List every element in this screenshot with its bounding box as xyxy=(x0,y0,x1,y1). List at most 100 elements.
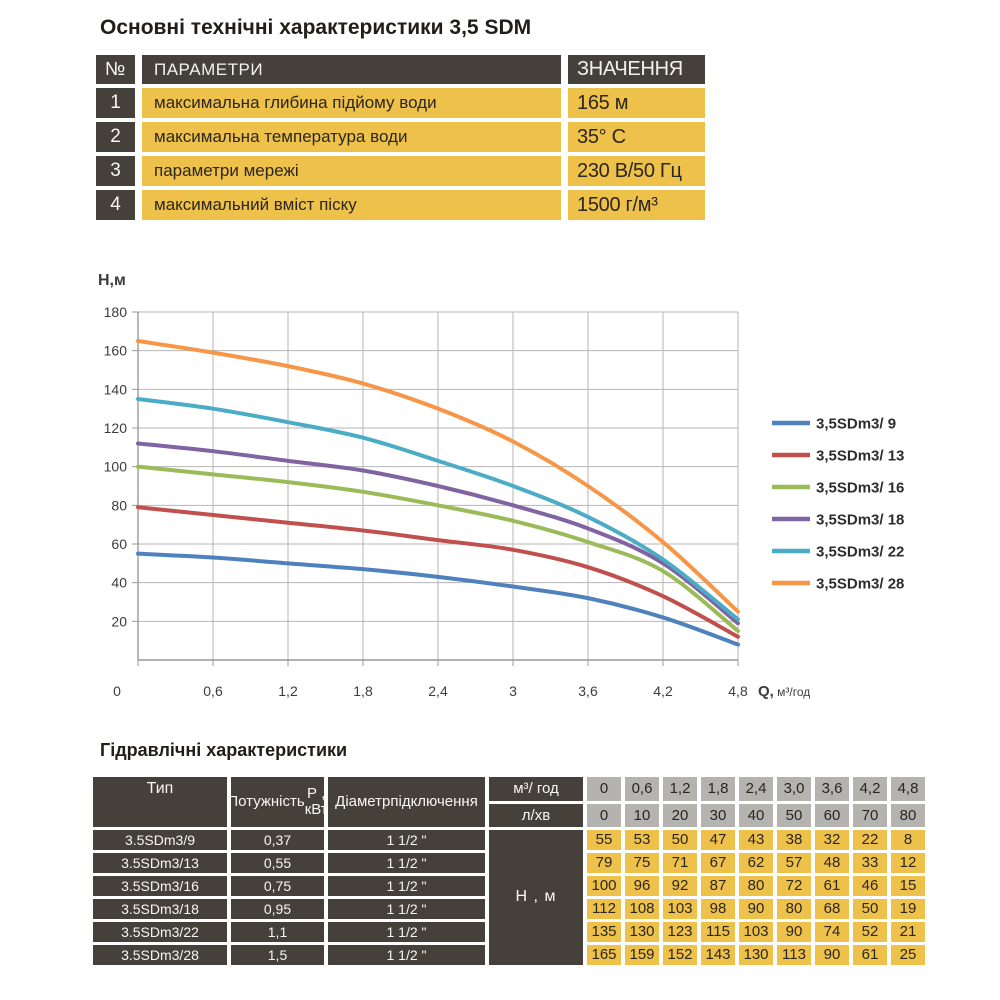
hydro-head-value-cell: 96 xyxy=(625,876,659,896)
legend-label: 3,5SDm3/ 9 xyxy=(816,416,896,433)
hydro-head-value-cell: 43 xyxy=(739,830,773,850)
hydro-head-value-cell: 143 xyxy=(701,945,735,965)
y-tick-label: 140 xyxy=(104,381,128,397)
hydro-diameter-cell: 1 1/2 " xyxy=(328,945,485,965)
hydro-head-value-cell: 50 xyxy=(663,830,697,850)
hydro-head-value-cell: 75 xyxy=(625,853,659,873)
hydro-flow-lmin-cell: 70 xyxy=(853,804,887,827)
hydro-diameter-cell: 1 1/2 " xyxy=(328,830,485,850)
y-tick-label: 100 xyxy=(104,459,128,475)
hydro-power-cell: 0,95 xyxy=(231,899,324,919)
hydro-flow-m3h-cell: 1,2 xyxy=(663,777,697,801)
series-curve xyxy=(136,505,740,639)
y-tick-label: 160 xyxy=(104,343,128,359)
hydro-flow-m3h-cell: 0 xyxy=(587,777,621,801)
hydro-head-value-cell: 74 xyxy=(815,922,849,942)
series-curve xyxy=(136,397,740,622)
x-tick-label: 2,4 xyxy=(428,683,448,699)
hydro-power-cell: 1,1 xyxy=(231,922,324,942)
hydro-head-value-cell: 90 xyxy=(739,899,773,919)
hydro-head-value-cell: 108 xyxy=(625,899,659,919)
y-tick-label: 180 xyxy=(104,304,128,320)
hydro-diameter-cell: 1 1/2 " xyxy=(328,853,485,873)
x-tick-label: 3 xyxy=(509,683,517,699)
hydro-head-value-cell: 61 xyxy=(815,876,849,896)
hydro-head-value-cell: 103 xyxy=(739,922,773,942)
hydro-head-value-cell: 19 xyxy=(891,899,925,919)
hydro-head-value-cell: 103 xyxy=(663,899,697,919)
hydro-head-value-cell: 67 xyxy=(701,853,735,873)
spec-row-param: максимальний вміст піску xyxy=(142,190,561,220)
hydro-head-value-cell: 46 xyxy=(853,876,887,896)
hydro-head-value-cell: 79 xyxy=(587,853,621,873)
hydro-head-value-cell: 71 xyxy=(663,853,697,873)
hydro-head-value-cell: 47 xyxy=(701,830,735,850)
spec-header-value: ЗНАЧЕННЯ xyxy=(568,55,705,84)
x-axis-title: Q, м³/год xyxy=(758,683,810,700)
y-tick-label: 40 xyxy=(111,575,127,591)
hydro-head-value-cell: 33 xyxy=(853,853,887,873)
series-curve xyxy=(136,551,740,647)
x-tick-label: 1,8 xyxy=(353,683,373,699)
hydro-power-cell: 1,5 xyxy=(231,945,324,965)
hydro-head-value-cell: 90 xyxy=(777,922,811,942)
x-tick-label: 1,2 xyxy=(278,683,298,699)
x-tick-label: 0,6 xyxy=(203,683,223,699)
spec-row-num: 4 xyxy=(96,190,135,220)
hydro-head-value-cell: 165 xyxy=(587,945,621,965)
pump-curves-chart: 20 40 60 80 100 120 140 160 180 0 0,6 1,2 1,8 2,4 3 3,6… xyxy=(90,252,970,712)
spec-row-num: 3 xyxy=(96,156,135,186)
hydro-head-value-cell: 112 xyxy=(587,899,621,919)
hydro-head-value-cell: 123 xyxy=(663,922,697,942)
hydro-flow-m3h-cell: 0,6 xyxy=(625,777,659,801)
hydro-head-value-cell: 159 xyxy=(625,945,659,965)
hydro-flow-lmin-cell: 20 xyxy=(663,804,697,827)
spec-header-num: № xyxy=(96,55,135,84)
legend-label: 3,5SDm3/ 13 xyxy=(816,448,904,465)
hydro-head-value-cell: 98 xyxy=(701,899,735,919)
spec-row-num: 1 xyxy=(96,88,135,118)
spec-row-value: 230 В/50 Гц xyxy=(568,156,705,186)
hydro-flow-lmin-cell: 30 xyxy=(701,804,735,827)
y-axis-title: Н,м xyxy=(98,272,126,289)
hydro-header-flow-m3h: м³/ год xyxy=(489,777,583,801)
hydro-head-value-cell: 100 xyxy=(587,876,621,896)
hydro-flow-m3h-cell: 3,0 xyxy=(777,777,811,801)
hydro-header-power: Потужність Р , кВт xyxy=(227,777,328,827)
hydro-head-value-cell: 50 xyxy=(853,899,887,919)
hydro-head-value-cell: 21 xyxy=(891,922,925,942)
spec-row-param: максимальна температура води xyxy=(142,122,561,152)
hydro-head-value-cell: 62 xyxy=(739,853,773,873)
hydro-head-value-cell: 80 xyxy=(777,899,811,919)
legend-label: 3,5SDm3/ 16 xyxy=(816,480,904,497)
hydro-header-flow-lmin: л/хв xyxy=(489,804,583,827)
series-curve xyxy=(136,464,740,633)
hydro-head-unit-cell: Н , м xyxy=(489,830,583,965)
hydro-header-type: Тип xyxy=(93,777,227,827)
hydro-power-cell: 0,37 xyxy=(231,830,324,850)
hydro-diameter-cell: 1 1/2 " xyxy=(328,899,485,919)
hydro-head-value-cell: 135 xyxy=(587,922,621,942)
hydro-head-value-cell: 72 xyxy=(777,876,811,896)
hydro-flow-m3h-cell: 4,8 xyxy=(891,777,925,801)
hydro-head-value-cell: 80 xyxy=(739,876,773,896)
hydro-flow-lmin-cell: 0 xyxy=(587,804,621,827)
hydro-flow-m3h-cell: 2,4 xyxy=(739,777,773,801)
spec-row-num: 2 xyxy=(96,122,135,152)
hydro-head-value-cell: 152 xyxy=(663,945,697,965)
spec-row-value: 165 м xyxy=(568,88,705,118)
hydro-head-value-cell: 57 xyxy=(777,853,811,873)
spec-row-param: максимальна глибина підйому води xyxy=(142,88,561,118)
hydraulic-table: Тип Потужність Р , кВт Діаметр підключення м³… xyxy=(93,777,925,965)
hydro-head-value-cell: 61 xyxy=(853,945,887,965)
hydro-head-value-cell: 113 xyxy=(777,945,811,965)
hydro-head-value-cell: 15 xyxy=(891,876,925,896)
hydro-flow-lmin-cell: 50 xyxy=(777,804,811,827)
x-tick-label: 3,6 xyxy=(578,683,598,699)
y-tick-label: 60 xyxy=(111,536,127,552)
hydro-flow-lmin-cell: 80 xyxy=(891,804,925,827)
hydro-flow-lmin-cell: 60 xyxy=(815,804,849,827)
hydro-type-cell: 3.5SDm3/13 xyxy=(93,853,227,873)
series-curve xyxy=(136,441,740,626)
